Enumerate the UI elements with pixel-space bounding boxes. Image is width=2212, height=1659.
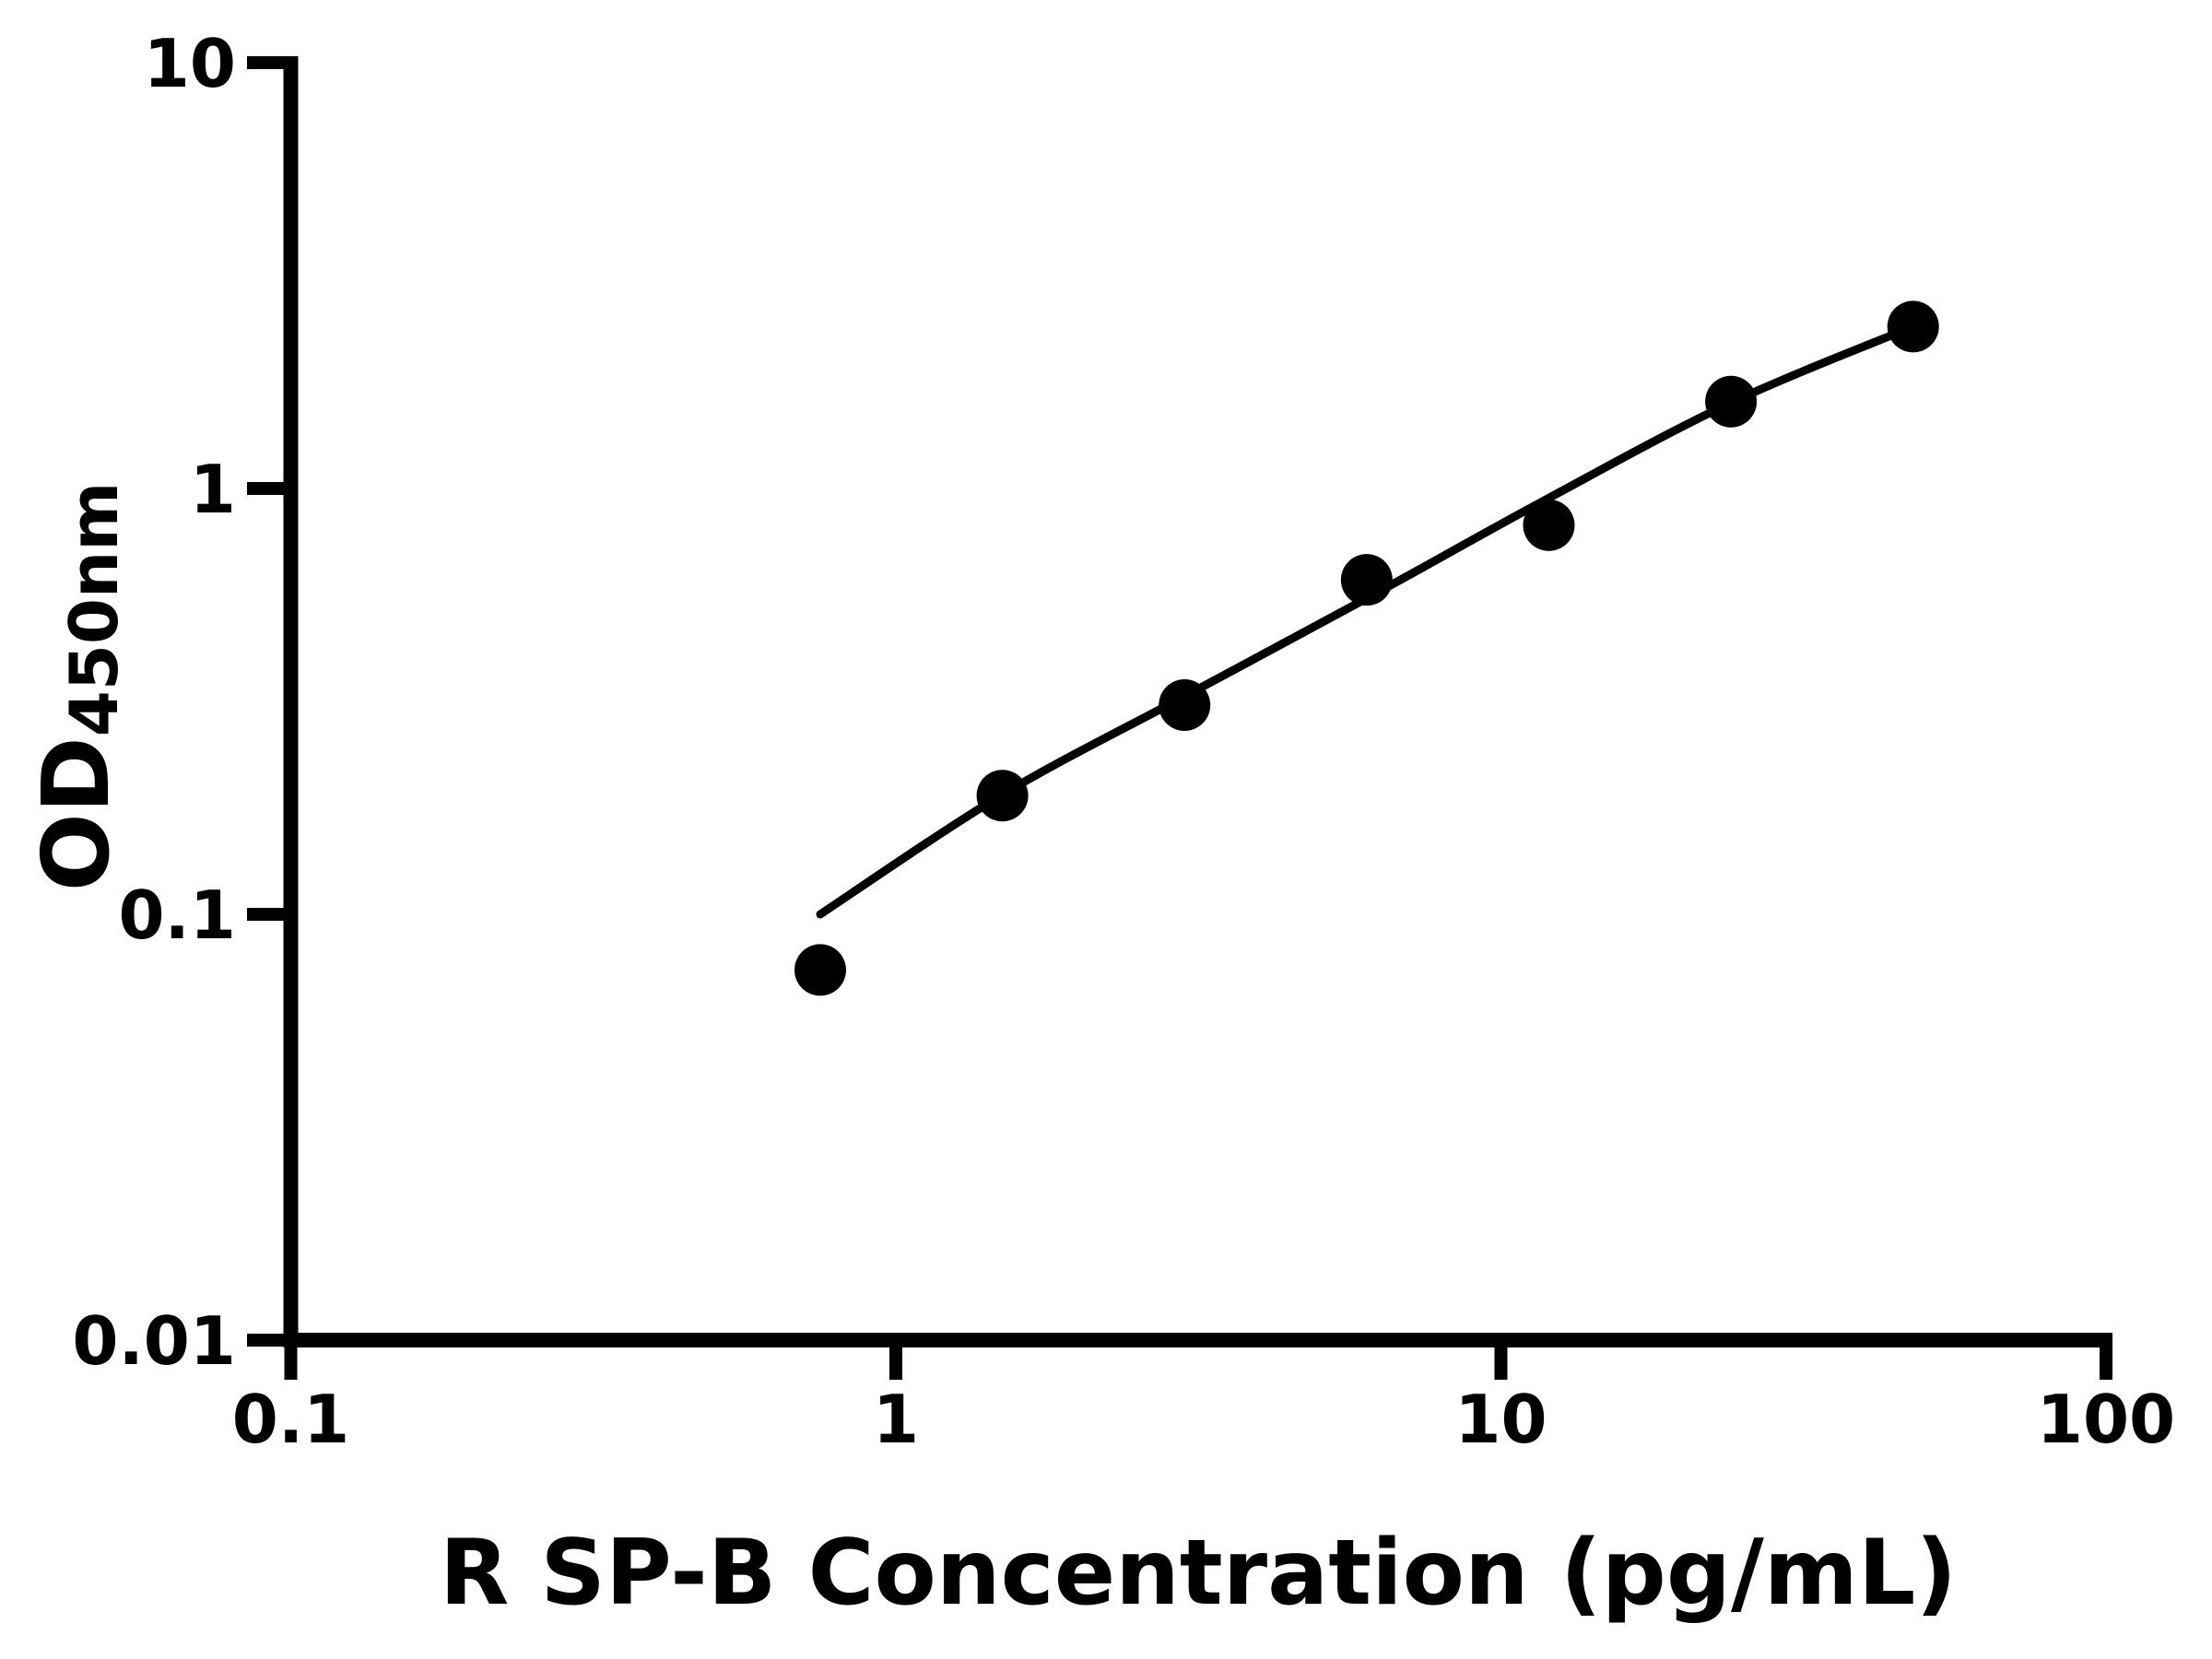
y-axis-title-subscript: 450nm bbox=[55, 482, 133, 737]
x-tick-label-1: 1 bbox=[873, 1381, 919, 1458]
y-tick-label-1: 1 bbox=[190, 451, 236, 528]
data-point-48 bbox=[1887, 300, 1939, 353]
x-tick-label-0.1: 0.1 bbox=[232, 1381, 350, 1458]
y-tick-label-10: 10 bbox=[144, 25, 236, 102]
y-axis-title-main: OD bbox=[22, 736, 130, 891]
x-tick-label-10: 10 bbox=[1454, 1381, 1547, 1458]
data-point-6 bbox=[1340, 554, 1393, 606]
x-axis-title: R SP-B Concentration (pg/mL) bbox=[440, 1521, 1957, 1626]
data-point-12 bbox=[1523, 499, 1575, 551]
axis-ticks bbox=[247, 56, 2112, 1380]
data-points bbox=[794, 300, 1939, 996]
y-tick-label-0.01: 0.01 bbox=[72, 1302, 236, 1380]
data-point-24 bbox=[1705, 375, 1758, 428]
y-tick-label-0.1: 0.1 bbox=[118, 877, 236, 954]
data-point-1.5 bbox=[976, 770, 1029, 822]
data-point-0.75 bbox=[794, 944, 846, 996]
x-tick-label-100: 100 bbox=[2037, 1381, 2175, 1458]
data-point-3 bbox=[1159, 678, 1211, 731]
y-axis-title: OD450nm bbox=[22, 482, 133, 892]
